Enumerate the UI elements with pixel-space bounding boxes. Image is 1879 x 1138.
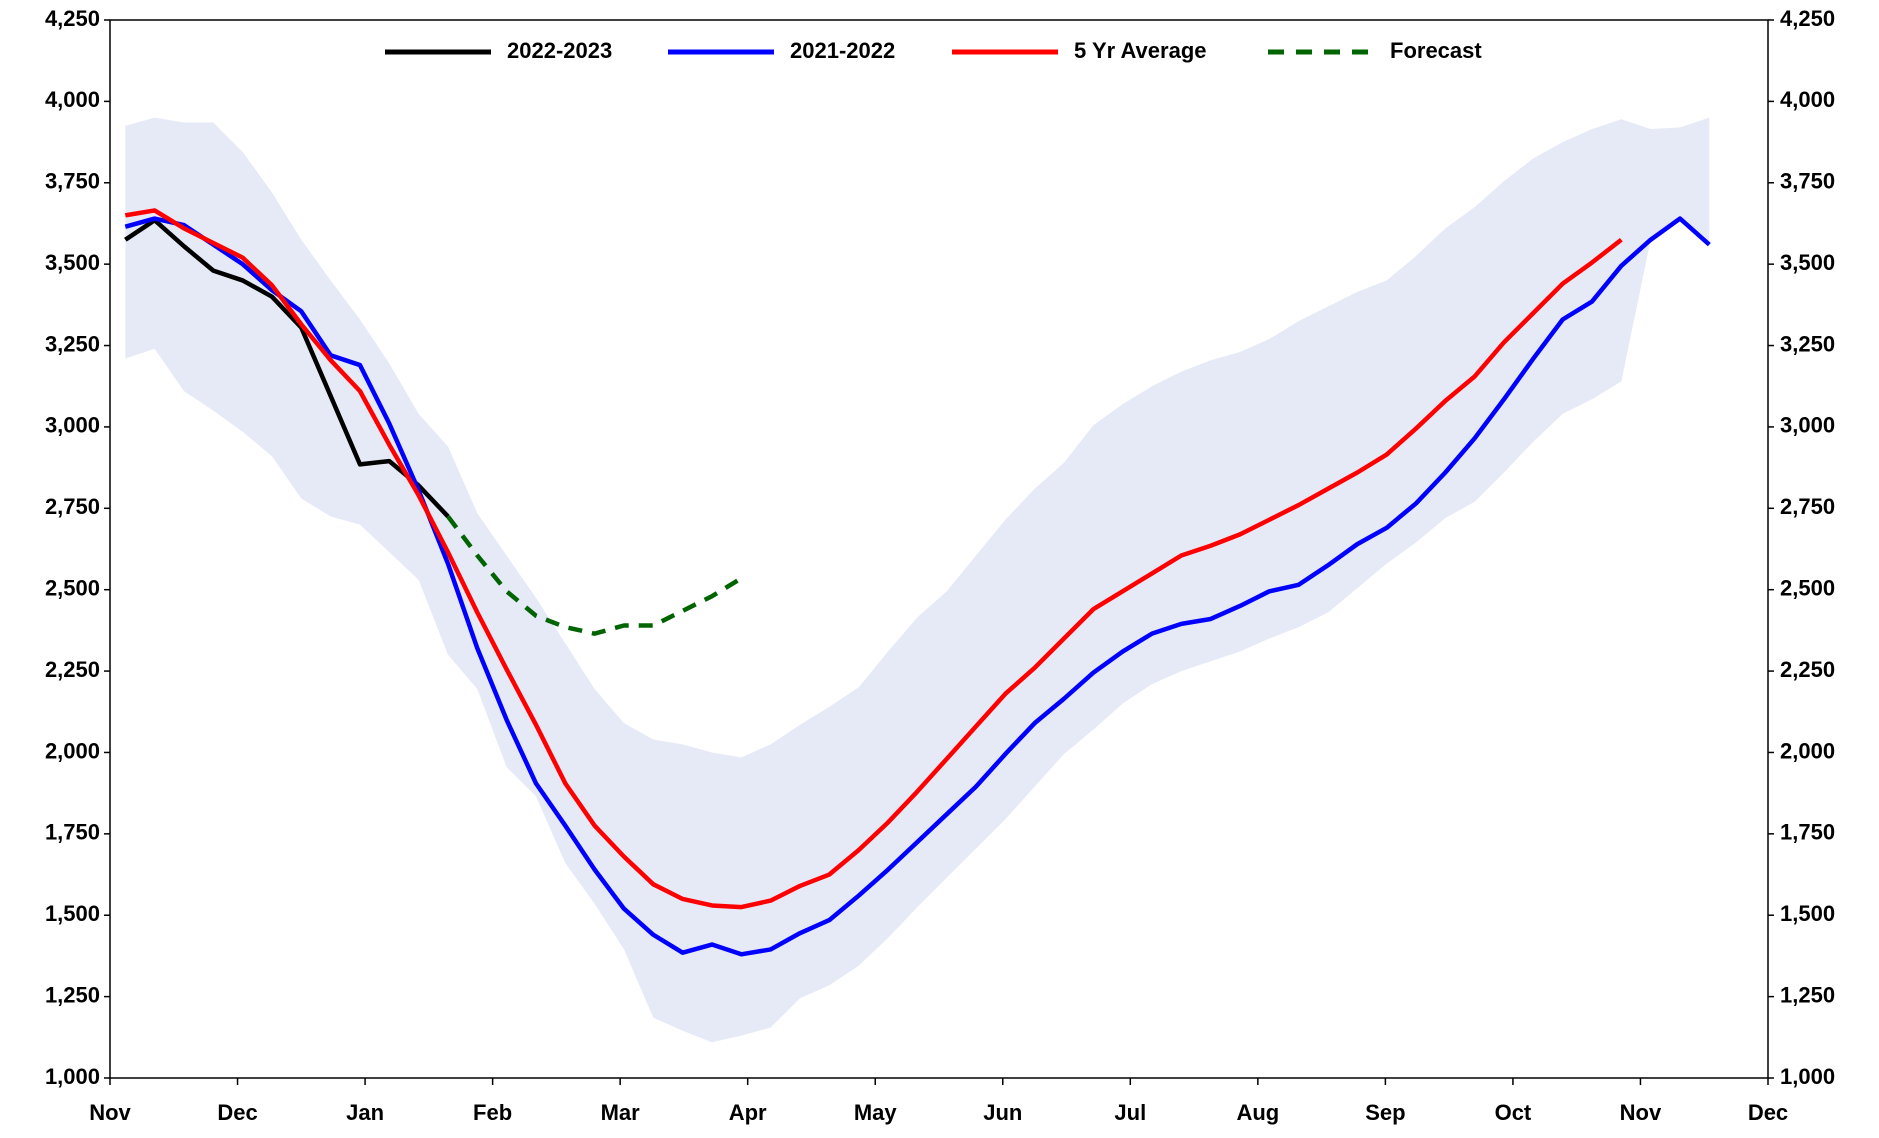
y2-tick-label: 4,250: [1780, 6, 1835, 31]
y2-tick-label: 2,250: [1780, 657, 1835, 682]
y-tick-label: 2,750: [45, 494, 100, 519]
y2-tick-label: 3,000: [1780, 413, 1835, 438]
x-tick-label: Dec: [1748, 1100, 1788, 1125]
y-tick-label: 1,500: [45, 901, 100, 926]
x-tick-label: Sep: [1365, 1100, 1405, 1125]
x-tick-label: May: [854, 1100, 898, 1125]
legend-label: Forecast: [1390, 38, 1482, 63]
y-tick-label: 3,500: [45, 250, 100, 275]
y2-tick-label: 1,250: [1780, 982, 1835, 1007]
y-tick-label: 2,000: [45, 738, 100, 763]
y-tick-label: 1,000: [45, 1064, 100, 1089]
y-tick-label: 2,250: [45, 657, 100, 682]
x-tick-label: Mar: [601, 1100, 641, 1125]
series-line: [124, 208, 1623, 910]
y-tick-label: 1,250: [45, 982, 100, 1007]
x-tick-label: Dec: [217, 1100, 257, 1125]
y2-tick-label: 1,000: [1780, 1064, 1835, 1089]
y-tick-label: 4,000: [45, 87, 100, 112]
series-line: [124, 217, 450, 518]
legend-label: 2022-2023: [507, 38, 612, 63]
x-tick-label: Nov: [89, 1100, 131, 1125]
y2-tick-label: 2,500: [1780, 576, 1835, 601]
y2-tick-label: 3,500: [1780, 250, 1835, 275]
x-tick-label: Apr: [729, 1100, 767, 1125]
y-tick-label: 4,250: [45, 6, 100, 31]
y-tick-label: 3,250: [45, 331, 100, 356]
y2-tick-label: 4,000: [1780, 87, 1835, 112]
range-band: [125, 117, 1710, 1043]
x-tick-label: Oct: [1495, 1100, 1532, 1125]
x-tick-label: Nov: [1620, 1100, 1662, 1125]
y2-tick-label: 2,750: [1780, 494, 1835, 519]
x-tick-label: Jun: [983, 1100, 1022, 1125]
y2-tick-label: 2,000: [1780, 738, 1835, 763]
y-tick-label: 1,750: [45, 820, 100, 845]
y-tick-label: 3,750: [45, 169, 100, 194]
legend-label: 5 Yr Average: [1074, 38, 1207, 63]
series-line: [124, 216, 1711, 957]
y2-tick-label: 1,500: [1780, 901, 1835, 926]
y-tick-label: 3,000: [45, 413, 100, 438]
x-tick-label: Jan: [346, 1100, 384, 1125]
series-line: [446, 515, 743, 636]
y-tick-label: 2,500: [45, 576, 100, 601]
y2-tick-label: 1,750: [1780, 820, 1835, 845]
x-tick-label: Feb: [473, 1100, 512, 1125]
legend-label: 2021-2022: [790, 38, 895, 63]
plot-frame: [109, 19, 1769, 1079]
x-tick-label: Aug: [1236, 1100, 1279, 1125]
x-tick-label: Jul: [1114, 1100, 1146, 1125]
y2-tick-label: 3,750: [1780, 169, 1835, 194]
y2-tick-label: 3,250: [1780, 331, 1835, 356]
